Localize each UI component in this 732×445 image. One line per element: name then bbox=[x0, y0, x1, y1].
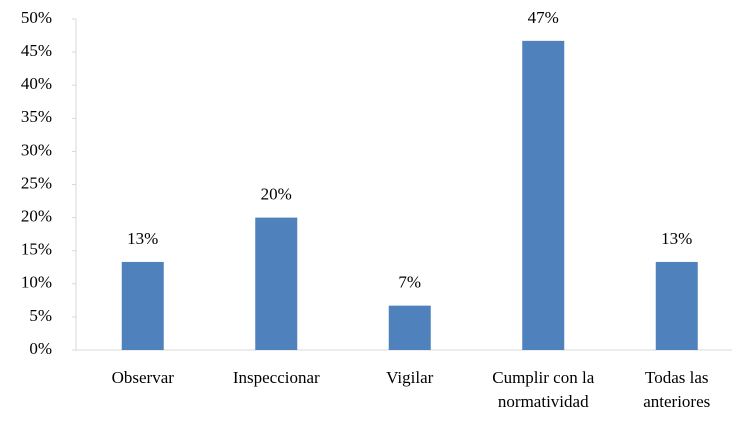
data-label: 7% bbox=[398, 273, 421, 292]
y-tick-label: 40% bbox=[21, 74, 52, 93]
bar bbox=[388, 305, 431, 350]
x-tick-label: Vigilar bbox=[386, 368, 434, 387]
bar bbox=[255, 217, 298, 350]
y-tick-label: 0% bbox=[29, 339, 52, 358]
y-tick-label: 30% bbox=[21, 140, 52, 159]
y-tick-label: 10% bbox=[21, 273, 52, 292]
bar bbox=[655, 261, 698, 350]
x-tick-label: Todas las anteriores bbox=[643, 368, 711, 411]
data-label: 47% bbox=[528, 8, 559, 27]
data-label: 20% bbox=[261, 185, 292, 204]
y-tick-label: 5% bbox=[29, 306, 52, 325]
data-label: 13% bbox=[661, 229, 692, 248]
bar bbox=[522, 40, 565, 350]
y-tick-label: 20% bbox=[21, 207, 52, 226]
y-tick-label: 50% bbox=[21, 8, 52, 27]
data-label: 13% bbox=[127, 229, 158, 248]
x-tick-label: Inspeccionar bbox=[232, 368, 320, 387]
x-tick-label: Cumplir con la normatividad bbox=[492, 368, 595, 411]
x-tick-label: Observar bbox=[111, 368, 174, 387]
y-tick-label: 45% bbox=[21, 41, 52, 60]
bar bbox=[121, 261, 164, 350]
y-tick-label: 15% bbox=[21, 240, 52, 259]
y-tick-label: 35% bbox=[21, 107, 52, 126]
y-tick-label: 25% bbox=[21, 173, 52, 192]
